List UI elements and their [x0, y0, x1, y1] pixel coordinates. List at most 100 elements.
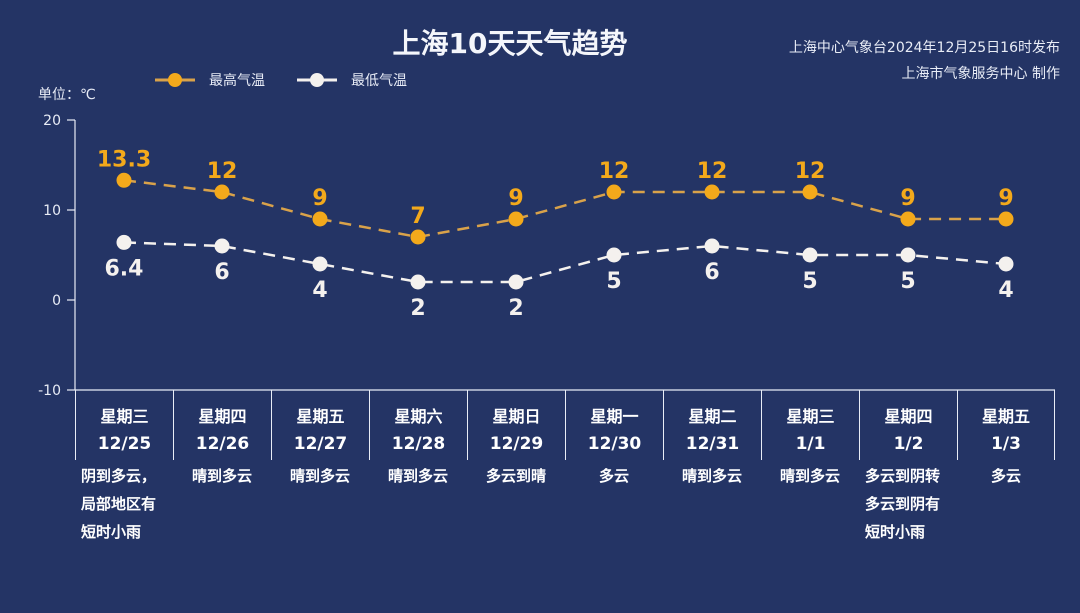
weather-description: 晴到多云: [369, 462, 467, 490]
data-label: 6: [214, 260, 229, 285]
data-label: 5: [900, 269, 915, 294]
y-tick-label: 10: [43, 203, 61, 219]
data-label: 5: [606, 269, 621, 294]
weather-line: 晴到多云: [289, 467, 350, 485]
low-temp-series: 6.4 6 4 2 2 5 6 5 5 4: [105, 234, 1014, 321]
day-column: 星期四 1/2 多云到阴转 多云到阴有 短时小雨: [859, 390, 957, 546]
date-label: 1/1: [795, 434, 826, 454]
weather-description: 晴到多云: [761, 462, 859, 490]
day-of-week: 星期三: [100, 407, 149, 426]
y-tick-label: -10: [38, 383, 61, 399]
date-label: 1/2: [893, 434, 924, 454]
weather-line: 局部地区有: [81, 495, 157, 513]
weather-line: 晴到多云: [681, 467, 742, 485]
data-point[interactable]: [606, 247, 622, 263]
data-label: 13.3: [97, 147, 151, 172]
day-column: 星期六 12/28 晴到多云: [369, 390, 467, 546]
data-point[interactable]: [704, 238, 720, 254]
weather-line: 晴到多云: [387, 467, 448, 485]
data-point[interactable]: [998, 256, 1014, 272]
legend-item-high[interactable]: 最高气温: [155, 70, 265, 90]
data-label: 6.4: [105, 256, 144, 281]
chart-title: 上海10天天气趋势: [392, 27, 628, 60]
y-tick-label: 0: [52, 293, 61, 309]
date-label: 12/29: [489, 434, 544, 454]
day-of-week: 星期三: [786, 407, 835, 426]
high-temp-series: 13.3 12 9 7 9 12 12 12 9 9: [97, 147, 1014, 245]
day-of-week: 星期五: [296, 407, 345, 426]
day-column: 星期五 1/3 多云: [957, 390, 1055, 546]
data-point[interactable]: [116, 172, 132, 188]
data-label: 4: [312, 278, 327, 303]
data-label: 7: [410, 204, 425, 229]
data-point[interactable]: [606, 184, 622, 200]
data-point[interactable]: [312, 256, 328, 272]
weather-line: 多云: [598, 467, 629, 485]
data-point[interactable]: [508, 211, 524, 227]
date-label: 12/28: [391, 434, 446, 454]
data-label: 6: [704, 260, 719, 285]
legend-item-low[interactable]: 最低气温: [297, 70, 407, 90]
data-label: 4: [998, 278, 1013, 303]
date-label: 12/30: [587, 434, 642, 454]
day-of-week: 星期六: [394, 407, 443, 426]
weather-description: 多云到晴: [467, 462, 565, 490]
data-point[interactable]: [116, 234, 132, 250]
day-of-week: 星期日: [492, 407, 541, 426]
legend-label-high: 最高气温: [209, 73, 265, 89]
weather-description: 多云: [565, 462, 663, 490]
data-point[interactable]: [410, 229, 426, 245]
day-of-week: 星期四: [884, 407, 933, 426]
data-label: 12: [697, 159, 728, 184]
weather-line: 多云到阴转: [865, 467, 941, 485]
day-column: 星期四 12/26 晴到多云: [173, 390, 271, 546]
weather-line: 阴到多云，: [81, 467, 157, 485]
data-point[interactable]: [900, 211, 916, 227]
data-point[interactable]: [704, 184, 720, 200]
data-point[interactable]: [410, 274, 426, 290]
weather-line: 短时小雨: [81, 523, 142, 541]
weather-description: 阴到多云， 局部地区有短时小雨: [75, 462, 173, 546]
day-column: 星期五 12/27 晴到多云: [271, 390, 369, 546]
weather-line: 晴到多云: [191, 467, 252, 485]
weather-description: 晴到多云: [663, 462, 761, 490]
day-columns: 星期三 12/25 阴到多云， 局部地区有短时小雨 星期四 12/26 晴到多云 星期五 12/…: [75, 390, 1055, 546]
data-label: 12: [207, 159, 238, 184]
data-label: 9: [312, 186, 327, 211]
day-header: 星期三 12/25: [75, 390, 173, 460]
legend-label-low: 最低气温: [351, 73, 407, 89]
date-label: 12/25: [97, 434, 152, 454]
data-point[interactable]: [900, 247, 916, 263]
day-of-week: 星期一: [590, 407, 639, 426]
data-point[interactable]: [214, 238, 230, 254]
data-point[interactable]: [214, 184, 230, 200]
data-point[interactable]: [802, 247, 818, 263]
day-header: 星期三 1/1: [761, 390, 859, 460]
data-point[interactable]: [312, 211, 328, 227]
day-column: 星期一 12/30 多云: [565, 390, 663, 546]
day-header: 星期五 12/27: [271, 390, 369, 460]
data-point[interactable]: [998, 211, 1014, 227]
data-label: 12: [795, 159, 826, 184]
source-info: 上海中心气象台2024年12月25日16时发布 上海市气象服务中心 制作: [789, 35, 1060, 87]
day-header: 星期五 1/3: [957, 390, 1055, 460]
weather-description: 多云到阴转 多云到阴有 短时小雨: [859, 462, 957, 546]
low-line-marker-icon: [297, 73, 337, 87]
data-point[interactable]: [508, 274, 524, 290]
day-header: 星期一 12/30: [565, 390, 663, 460]
weather-line: 多云到阴有: [865, 495, 941, 513]
y-tick-label: 20: [43, 113, 61, 129]
weather-line: 晴到多云: [779, 467, 840, 485]
source-line-2: 上海市气象服务中心 制作: [901, 66, 1060, 82]
day-header: 星期四 12/26: [173, 390, 271, 460]
day-header: 星期日 12/29: [467, 390, 565, 460]
source-line-1: 上海中心气象台2024年12月25日16时发布: [788, 40, 1060, 56]
data-point[interactable]: [802, 184, 818, 200]
weather-line: 多云到晴: [485, 467, 546, 485]
date-label: 12/27: [293, 434, 348, 454]
weather-line: 多云: [990, 467, 1021, 485]
date-label: 12/31: [685, 434, 740, 454]
day-header: 星期二 12/31: [663, 390, 761, 460]
day-column: 星期日 12/29 多云到晴: [467, 390, 565, 546]
